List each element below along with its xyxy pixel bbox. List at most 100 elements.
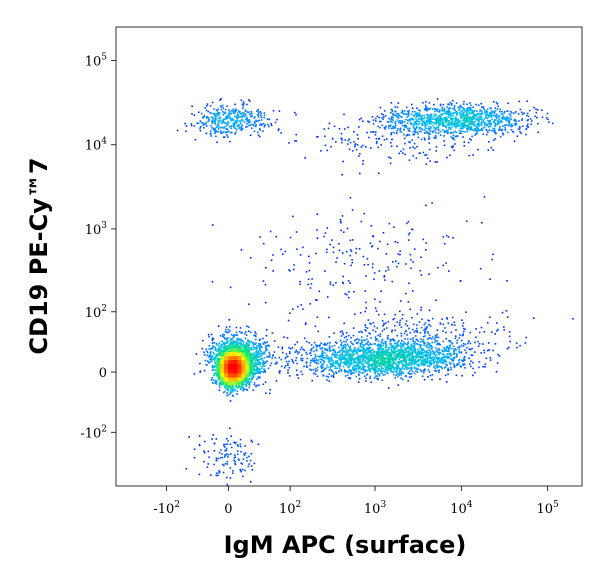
event-dot (390, 369, 392, 372)
event-dot (399, 253, 401, 256)
event-dot (245, 388, 248, 391)
event-dot (468, 118, 471, 121)
event-dot (331, 345, 334, 348)
event-dot (410, 347, 413, 349)
event-dot (188, 436, 190, 438)
event-dot (366, 335, 369, 337)
event-dot (484, 124, 486, 127)
event-dot (279, 370, 281, 372)
event-dot (369, 377, 371, 379)
event-dot (472, 115, 474, 118)
event-dot (482, 121, 484, 123)
event-dot (347, 143, 349, 145)
event-dot (412, 346, 414, 348)
event-dot (393, 352, 395, 354)
event-dot (390, 371, 392, 373)
event-dot (348, 355, 350, 358)
event-dot (259, 358, 262, 360)
event-dot (466, 113, 469, 115)
event-dot (426, 346, 429, 349)
event-dot (366, 258, 369, 260)
event-dot (319, 344, 321, 346)
event-dot (426, 127, 428, 130)
event-dot (219, 355, 222, 357)
event-dot (450, 341, 453, 344)
event-dot (421, 352, 424, 355)
event-dot (408, 358, 411, 360)
event-dot (206, 350, 208, 353)
event-dot (374, 356, 376, 358)
event-dot (349, 141, 352, 144)
event-dot (379, 346, 381, 348)
event-dot (238, 338, 241, 341)
data-points (176, 98, 574, 486)
event-dot (254, 362, 257, 364)
event-dot (348, 356, 351, 359)
event-dot (407, 112, 410, 115)
event-dot (233, 441, 235, 444)
event-dot (221, 126, 224, 129)
event-dot (305, 361, 308, 364)
event-dot (421, 356, 423, 358)
event-dot (206, 105, 208, 107)
event-dot (370, 131, 372, 133)
event-dot (387, 266, 389, 268)
event-dot (221, 456, 224, 459)
event-dot (431, 317, 434, 320)
event-dot (473, 114, 475, 117)
event-dot (387, 369, 389, 372)
event-dot (347, 280, 350, 282)
event-dot (498, 127, 501, 129)
event-dot (418, 354, 421, 356)
event-dot (323, 128, 326, 130)
event-dot (432, 353, 434, 355)
event-dot (377, 352, 380, 354)
event-dot (374, 134, 377, 136)
event-dot (551, 122, 554, 125)
event-dot (445, 126, 447, 129)
event-dot (469, 348, 472, 351)
event-dot (257, 376, 260, 378)
event-dot (322, 369, 325, 371)
event-dot (368, 367, 371, 370)
event-dot (338, 367, 341, 369)
event-dot (503, 329, 505, 331)
event-dot (408, 134, 410, 136)
event-dot (214, 132, 216, 134)
event-dot (230, 341, 233, 343)
event-dot (358, 374, 360, 377)
event-dot (445, 356, 448, 358)
event-dot (460, 132, 462, 135)
event-dot (363, 365, 365, 367)
event-dot (343, 113, 345, 116)
event-dot (225, 117, 227, 119)
event-dot (246, 382, 249, 384)
event-dot (298, 351, 301, 353)
event-dot (232, 340, 235, 342)
event-dot (418, 126, 420, 129)
event-dot (219, 116, 221, 118)
event-dot (478, 115, 481, 117)
event-dot (229, 443, 232, 445)
event-dot (241, 128, 243, 130)
event-dot (254, 343, 256, 345)
event-dot (422, 363, 424, 365)
event-dot (204, 359, 207, 362)
event-dot (212, 379, 214, 381)
event-dot (438, 359, 441, 362)
event-dot (455, 374, 458, 377)
event-dot (303, 365, 305, 368)
event-dot (470, 118, 472, 121)
event-dot (204, 107, 207, 109)
event-dot (390, 145, 393, 147)
event-dot (496, 123, 499, 125)
event-dot (409, 370, 411, 372)
event-dot (205, 125, 208, 127)
event-dot (495, 123, 497, 125)
event-dot (420, 256, 422, 259)
event-dot (345, 340, 347, 343)
event-dot (323, 368, 326, 371)
event-dot (457, 106, 460, 109)
event-dot (405, 135, 408, 137)
event-dot (209, 357, 212, 360)
